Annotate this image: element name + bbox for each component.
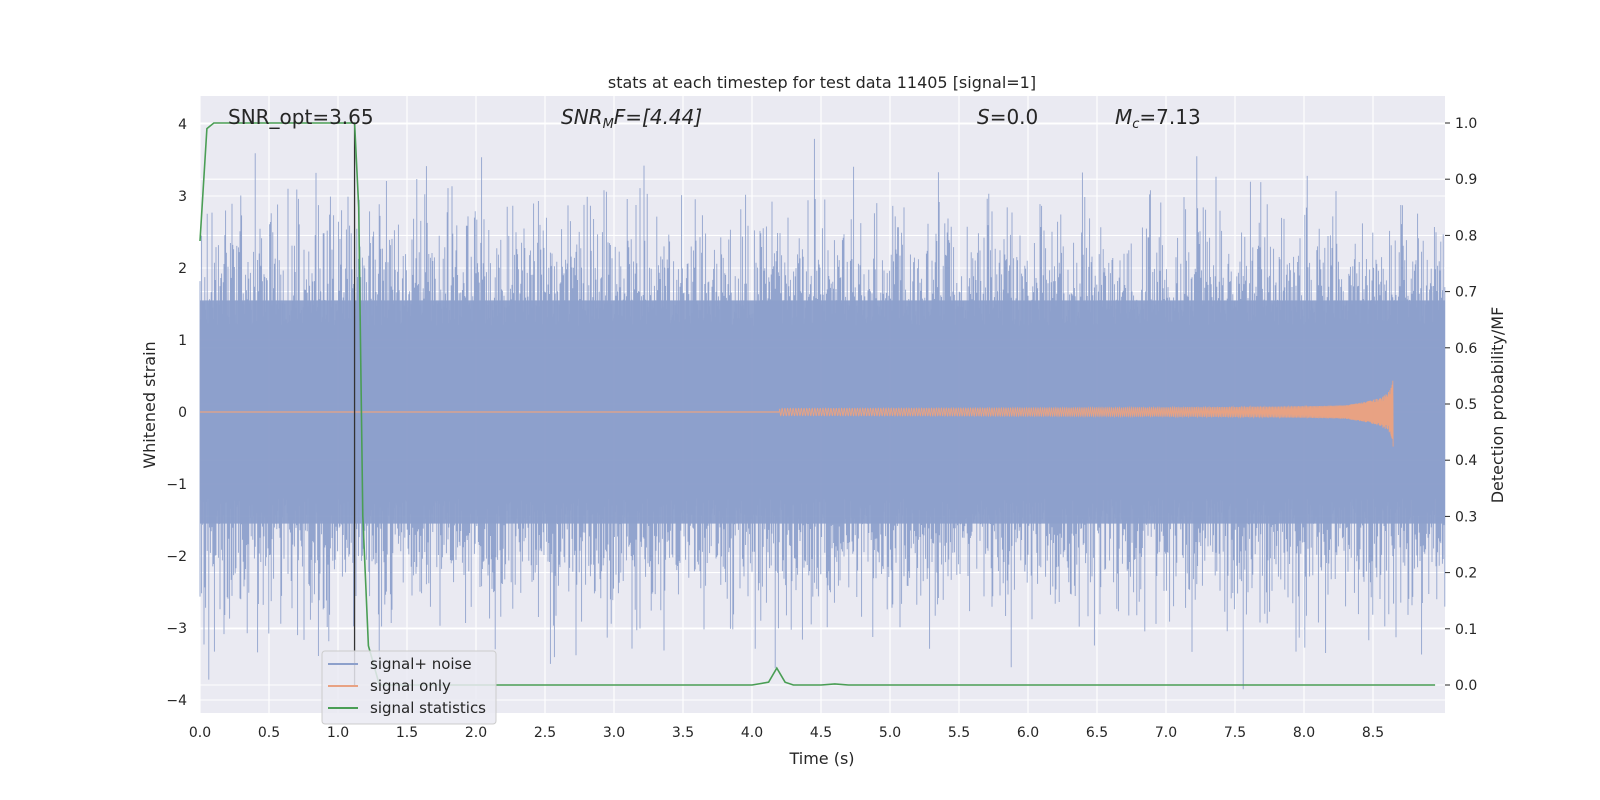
y-axis-label: Whitened strain xyxy=(140,341,159,468)
noise-trace xyxy=(199,138,1446,690)
y2-tick-label: 0.6 xyxy=(1455,341,1477,357)
series-signal-only xyxy=(200,380,1394,447)
annotation-mc-sub: c xyxy=(1132,117,1139,132)
legend-box xyxy=(321,650,497,725)
y-tick-labels: 4 3 2 1 0 −1 −2 −3 −4 xyxy=(166,117,187,709)
x-tick-label: 3.5 xyxy=(672,725,694,741)
chart-title: stats at each timestep for test data 114… xyxy=(608,73,1036,92)
y-tick-label: −3 xyxy=(166,621,187,637)
x-tick-label: 1.0 xyxy=(327,725,349,741)
y2-tick-label: 0.4 xyxy=(1455,453,1477,469)
x-axis-label: Time (s) xyxy=(788,749,854,768)
y-tick-label: 0 xyxy=(178,405,187,421)
y-tick-label: 2 xyxy=(178,261,187,277)
x-tick-label: 6.0 xyxy=(1017,725,1039,741)
y2-axis-label: Detection probability/MF xyxy=(1488,307,1507,504)
y2-tick-label: 0.5 xyxy=(1455,397,1477,413)
y2-tick-label: 0.8 xyxy=(1455,228,1477,244)
x-tick-label: 5.0 xyxy=(879,725,901,741)
x-tick-label: 3.0 xyxy=(603,725,625,741)
annotation-snr-mf-main: SNR xyxy=(561,105,603,129)
annotation-mc-rest: =7.13 xyxy=(1139,105,1200,129)
x-tick-label: 6.5 xyxy=(1086,725,1108,741)
annotation-snr-mf: SNRMF=[4.44] xyxy=(561,105,702,132)
y-tick-label: 4 xyxy=(178,117,187,133)
x-tick-label: 7.0 xyxy=(1155,725,1177,741)
x-tick-label: 2.0 xyxy=(465,725,487,741)
y2-tick-label: 0.3 xyxy=(1455,509,1477,525)
annotation-snr-opt: SNR_opt=3.65 xyxy=(228,105,374,129)
annotation-mc-main: M xyxy=(1115,105,1132,129)
x-tick-labels: 0.0 0.5 1.0 1.5 2.0 2.5 3.0 3.5 4.0 4.5 5.0 5.5 6.0 6… xyxy=(189,725,1384,741)
annotation-s-rest: =0.0 xyxy=(990,105,1039,129)
annotation-s: S=0.0 xyxy=(977,105,1038,129)
x-tick-label: 8.0 xyxy=(1293,725,1315,741)
legend-label-signal-only: signal only xyxy=(370,677,451,695)
y-tick-label: 3 xyxy=(178,189,187,205)
annotation-s-main: S xyxy=(977,105,990,129)
y2-tick-label: 0.2 xyxy=(1455,566,1477,582)
x-tick-label: 7.5 xyxy=(1224,725,1246,741)
x-tick-label: 4.5 xyxy=(810,725,832,741)
x-tick-label: 1.5 xyxy=(396,725,418,741)
legend-label-signal-plus-noise: signal+ noise xyxy=(370,655,472,673)
x-tick-label: 0.5 xyxy=(258,725,280,741)
y2-tick-label: 0.9 xyxy=(1455,172,1477,188)
y2-tick-label: 1.0 xyxy=(1455,116,1477,132)
y2-tick-label: 0.1 xyxy=(1455,622,1477,638)
y-tick-label: −2 xyxy=(166,549,187,565)
legend: signal+ noise signal only signal statist… xyxy=(321,650,497,725)
y2-tick-labels: 1.0 0.9 0.8 0.7 0.6 0.5 0.4 0.3 0.2 0.1 0.0 xyxy=(1445,116,1477,694)
annotation-snr-mf-sub: M xyxy=(603,117,614,132)
annotation-snr-mf-rest: F=[4.44] xyxy=(614,105,702,129)
x-tick-label: 0.0 xyxy=(189,725,211,741)
legend-label-signal-statistics: signal statistics xyxy=(370,699,486,717)
annotation-mc: Mc=7.13 xyxy=(1115,105,1201,132)
x-tick-label: 5.5 xyxy=(948,725,970,741)
y-tick-label: 1 xyxy=(178,333,187,349)
y-tick-label: −4 xyxy=(166,693,187,709)
y-tick-label: −1 xyxy=(166,477,187,493)
y2-tick-label: 0.0 xyxy=(1455,678,1477,694)
y2-tick-label: 0.7 xyxy=(1455,285,1477,301)
x-tick-label: 2.5 xyxy=(534,725,556,741)
x-tick-label: 4.0 xyxy=(741,725,763,741)
x-tick-label: 8.5 xyxy=(1362,725,1384,741)
signal-only-chirp xyxy=(779,380,1394,447)
